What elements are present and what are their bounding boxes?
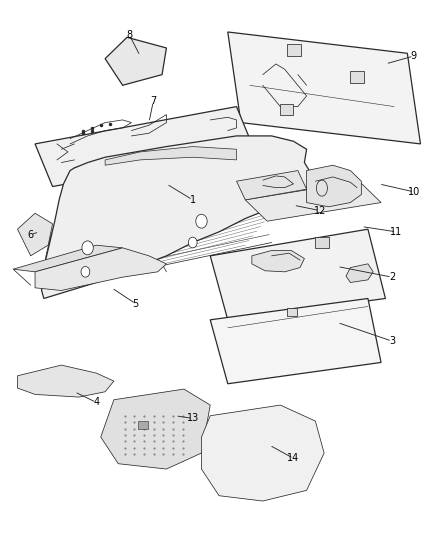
Text: 8: 8 [126,30,132,39]
Polygon shape [101,389,210,469]
Text: 7: 7 [150,96,156,106]
Polygon shape [228,32,420,144]
Text: 6: 6 [28,230,34,239]
Polygon shape [237,171,307,200]
Polygon shape [35,248,166,290]
Polygon shape [105,37,166,85]
Circle shape [82,241,93,255]
Text: 4: 4 [93,398,99,407]
Polygon shape [245,181,381,221]
Bar [280,104,293,115]
Text: 2: 2 [389,272,395,282]
Text: 3: 3 [389,336,395,346]
Circle shape [196,214,207,228]
Text: 1: 1 [190,195,196,205]
Polygon shape [18,365,114,397]
Text: 10: 10 [408,187,420,197]
Polygon shape [346,264,373,282]
Bar [350,71,364,83]
Circle shape [188,237,197,248]
Text: 5: 5 [133,299,139,309]
Bar [287,308,297,316]
Circle shape [81,266,90,277]
Text: 14: 14 [287,454,300,463]
Text: 9: 9 [411,51,417,61]
Bar [287,44,301,56]
Polygon shape [105,147,237,165]
Polygon shape [201,405,324,501]
Polygon shape [42,136,311,298]
Polygon shape [252,251,304,272]
Text: 13: 13 [187,414,199,423]
Polygon shape [13,245,123,272]
Text: 12: 12 [314,206,326,215]
Polygon shape [210,229,385,320]
Bar [138,421,148,429]
Bar [315,237,328,248]
Polygon shape [210,298,381,384]
Polygon shape [307,165,361,207]
Polygon shape [35,107,254,187]
Polygon shape [18,213,53,256]
Text: 11: 11 [390,227,403,237]
